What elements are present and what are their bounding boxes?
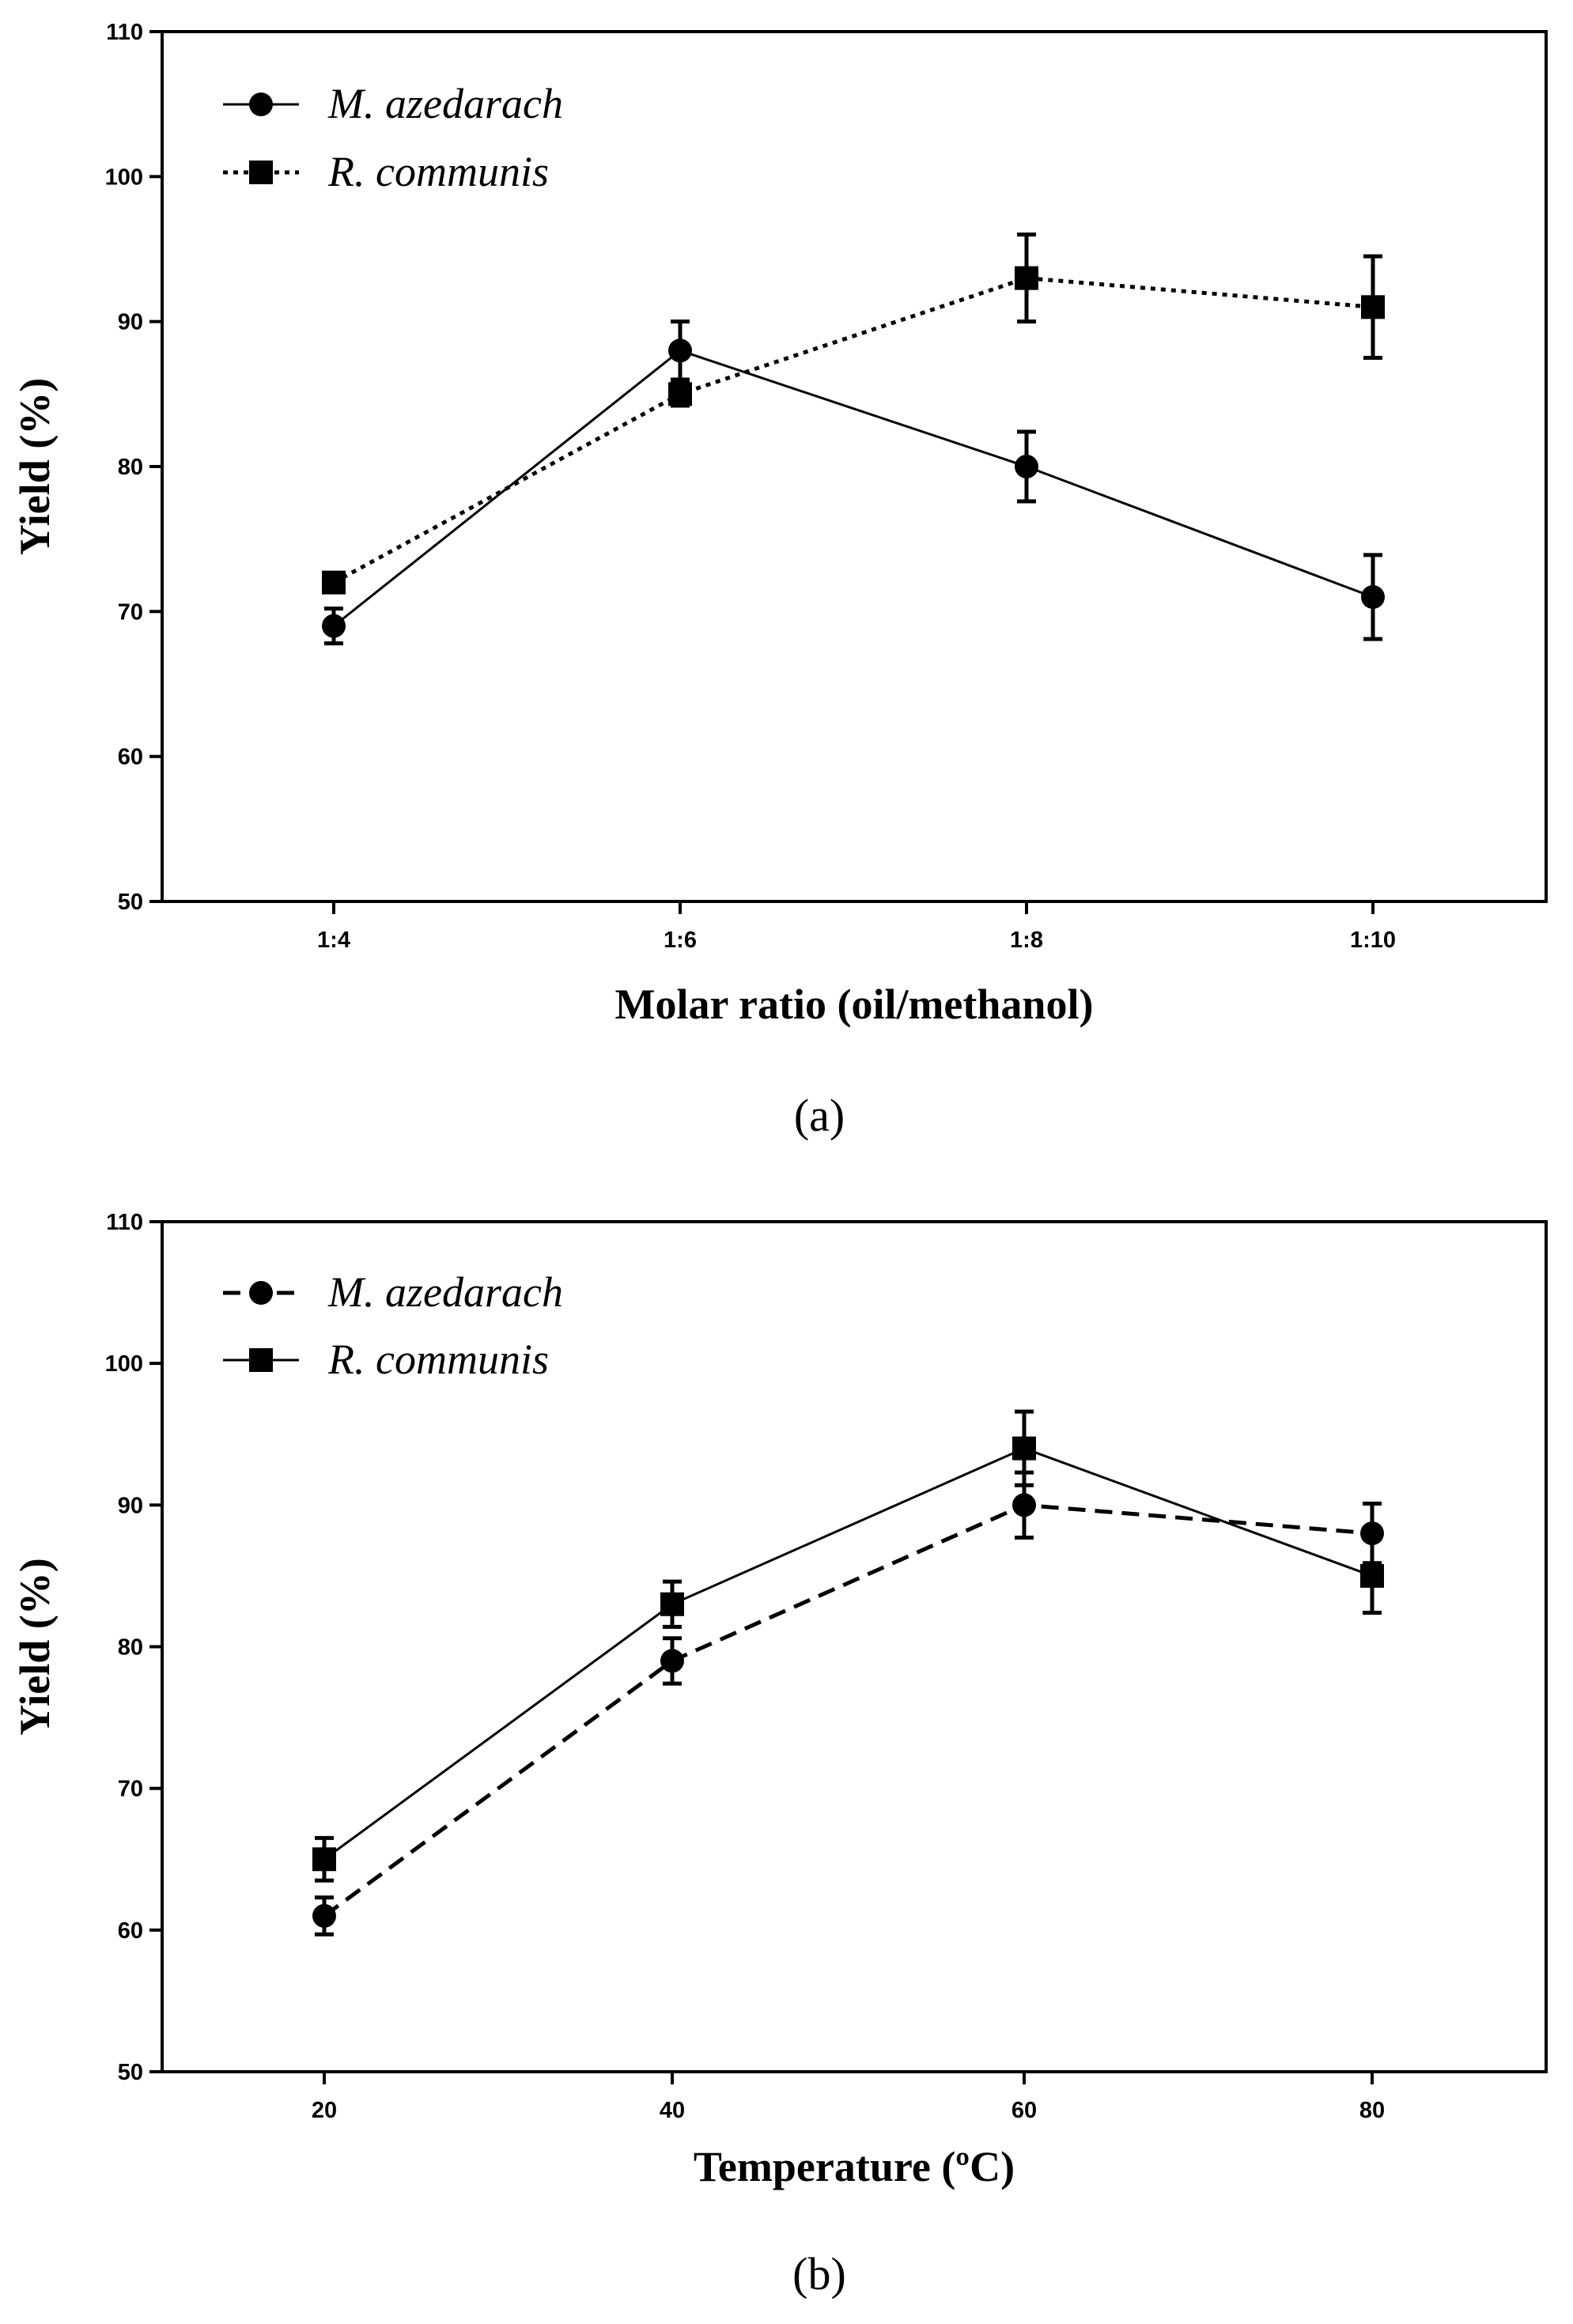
data-point xyxy=(1361,295,1385,319)
panel-b-ytick-label: 50 xyxy=(118,2060,143,2085)
panel-b-xtick-label: 40 xyxy=(660,2098,685,2123)
panel-b-y-axis-title: Yield (%) xyxy=(11,1558,59,1735)
data-point xyxy=(1360,1563,1384,1588)
panel-a-legend-item: R. communis xyxy=(223,148,549,195)
series-line xyxy=(333,349,1374,627)
panel-a-xtick-label: 1:10 xyxy=(1350,928,1396,953)
data-point xyxy=(668,382,692,406)
panel-a-xtick-label: 1:6 xyxy=(664,928,697,953)
panel-a-ytick-label: 80 xyxy=(118,455,143,480)
legend-marker xyxy=(249,1281,273,1305)
panel-a-series-r-communis xyxy=(322,232,1385,595)
panel-a-y-axis-title: Yield (%) xyxy=(11,378,59,555)
panel-a-ytick-label: 90 xyxy=(118,310,143,335)
legend-marker xyxy=(249,161,273,184)
panel-a-legend-item: M. azedarach xyxy=(223,80,563,127)
panel-a-ytick-label: 110 xyxy=(106,20,143,45)
panel-b-legend-item: M. azedarach xyxy=(223,1268,563,1316)
panel-b-ytick-label: 110 xyxy=(106,1210,143,1235)
panel-b-ytick-label: 60 xyxy=(118,1918,143,1944)
legend-label: M. azedarach xyxy=(327,1268,563,1316)
data-point xyxy=(1015,266,1038,290)
panel-a: 50 60 70 80 90 100 110 1:4 1:6 1:8 1:10 Molar ratio… xyxy=(11,20,1548,1141)
panel-b-x-axis-title: Temperature (ºC) xyxy=(694,2143,1015,2190)
panel-b: 50 60 70 80 90 100 110 20 40 60 80 Temperature (ºC)… xyxy=(11,1210,1548,2299)
panel-b-ytick-label: 100 xyxy=(105,1351,143,1377)
panel-a-series-m-azedarach xyxy=(322,319,1385,646)
legend-marker xyxy=(249,1348,273,1372)
data-point xyxy=(1361,585,1385,609)
panel-a-ytick-label: 50 xyxy=(118,890,143,915)
series-line xyxy=(332,276,1374,584)
panel-a-xtick-label: 1:8 xyxy=(1010,928,1043,953)
panel-b-series-r-communis xyxy=(312,1409,1384,1883)
legend-label: R. communis xyxy=(327,1336,549,1383)
data-point xyxy=(660,1592,684,1616)
panel-b-xtick-label: 80 xyxy=(1359,2098,1385,2123)
panel-b-xtick-label: 20 xyxy=(312,2098,337,2123)
series-line xyxy=(323,1502,1373,1918)
panel-a-ytick-label: 100 xyxy=(105,164,143,190)
panel-b-ytick-label: 90 xyxy=(118,1493,143,1518)
panel-a-xtick-label: 1:4 xyxy=(317,928,350,953)
data-point xyxy=(668,338,692,363)
legend-marker xyxy=(249,93,273,116)
panel-a-ytick-label: 60 xyxy=(118,745,143,770)
legend-label: M. azedarach xyxy=(327,80,563,127)
data-point xyxy=(1012,1493,1036,1517)
legend-label: R. communis xyxy=(327,148,549,195)
data-point xyxy=(312,1847,336,1872)
data-point xyxy=(312,1903,336,1928)
panel-b-xtick-label: 60 xyxy=(1011,2098,1037,2123)
panel-b-caption: (b) xyxy=(792,2248,846,2299)
panel-a-ytick-label: 70 xyxy=(118,599,143,625)
data-point xyxy=(1012,1436,1036,1461)
panel-b-ytick-label: 70 xyxy=(118,1777,143,1802)
panel-b-ytick-label: 80 xyxy=(118,1635,143,1661)
panel-a-caption: (a) xyxy=(794,1090,845,1141)
panel-b-series-m-azedarach xyxy=(312,1470,1384,1937)
data-point xyxy=(660,1649,684,1673)
panel-a-x-axis-title: Molar ratio (oil/methanol) xyxy=(615,981,1094,1028)
data-point xyxy=(1015,455,1038,478)
data-point xyxy=(322,570,346,595)
series-line xyxy=(323,1447,1373,1861)
panel-b-legend-item: R. communis xyxy=(223,1336,549,1383)
data-point xyxy=(322,614,346,638)
